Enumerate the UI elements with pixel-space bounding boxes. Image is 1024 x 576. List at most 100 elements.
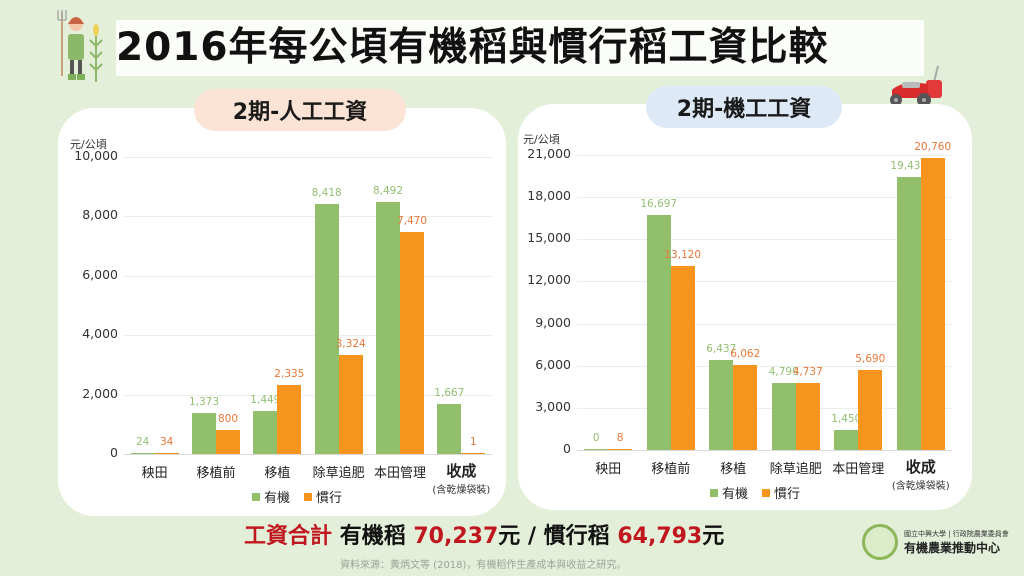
wage-total-summary: 工資合計 有機稻 70,237元 / 慣行稻 64,793元 (244, 518, 724, 550)
right-bar-organic (896, 177, 921, 450)
right-gridline (577, 407, 952, 409)
right-bar-conventional (795, 383, 820, 450)
left-y-tick: 0 (110, 445, 118, 460)
legend-swatch-conventional (304, 492, 313, 501)
left-value-label: 24 (135, 435, 150, 448)
right-value-label: 4,799 (768, 365, 799, 378)
right-gridline (577, 450, 952, 451)
right-value-label: 4,737 (792, 366, 823, 379)
right-y-tick: 0 (563, 441, 571, 456)
right-value-label: 13,120 (664, 248, 702, 261)
left-bar-organic (253, 410, 278, 454)
right-bar-organic (646, 215, 671, 450)
left-bar-organic (437, 404, 462, 454)
legend-label-conventional: 慣行 (316, 491, 343, 506)
right-gridline (577, 197, 952, 199)
left-category-label: 除草追肥 (312, 466, 365, 481)
title-highlight (116, 20, 924, 76)
total-separator: 元 / (498, 524, 544, 549)
organic-center-logo-icon (862, 524, 898, 560)
right-value-label: 1,450 (831, 412, 862, 425)
left-value-label: 1 (469, 435, 477, 448)
legend-swatch-conventional (762, 488, 771, 497)
right-gridline (577, 323, 952, 325)
right-bar-organic (709, 359, 734, 450)
left-y-unit: 元/公頃 (70, 138, 107, 151)
left-value-label: 1,449 (250, 393, 281, 406)
left-bar-conventional (277, 384, 302, 454)
right-chart-heading: 2期-機工工資 (646, 86, 842, 128)
right-value-label: 6,062 (730, 347, 761, 360)
right-category-label: 本田管理 (832, 462, 885, 477)
left-y-tick: 6,000 (82, 266, 118, 282)
right-bar-organic (834, 429, 859, 450)
left-gridline (124, 157, 492, 158)
right-value-label: 19,432 (890, 160, 928, 173)
left-category-label: 收成 (446, 462, 477, 480)
left-bar-organic (130, 452, 155, 454)
right-y-tick: 6,000 (535, 356, 571, 372)
right-y-tick: 15,000 (527, 230, 571, 246)
right-bar-conventional (920, 158, 945, 450)
right-category-label: 秧田 (595, 462, 622, 477)
left-gridline (124, 335, 492, 337)
left-y-tick: 4,000 (82, 326, 118, 342)
left-value-label: 3,324 (335, 338, 366, 351)
total-organic-label: 有機稻 (339, 524, 406, 549)
total-organic-value: 70,237 (413, 524, 499, 549)
right-y-unit: 元/公頃 (523, 133, 560, 146)
legend-label-conventional: 慣行 (774, 487, 801, 502)
left-legend: 有機 慣行 (252, 487, 342, 506)
left-chart-heading: 2期-人工工資 (194, 89, 406, 131)
legend-swatch-organic (252, 492, 260, 501)
right-gridline (577, 281, 952, 283)
left-gridline (124, 394, 492, 396)
right-bar-conventional (608, 448, 633, 450)
left-bar-conventional (400, 232, 424, 454)
right-value-label: 20,760 (914, 141, 952, 154)
left-value-label: 1,373 (188, 396, 220, 409)
left-bar-conventional (461, 452, 486, 454)
left-gridline (124, 275, 492, 277)
right-y-tick: 21,000 (527, 146, 571, 161)
total-unit: 元 (702, 524, 725, 549)
legend-swatch-organic (710, 488, 718, 497)
right-category-label: 移植 (720, 462, 747, 477)
right-y-tick: 12,000 (527, 272, 571, 288)
organic-center-logo: 國立中興大學 | 行政院農業委員會 有機農業推動中心 (862, 524, 1009, 560)
right-value-label: 5,690 (855, 353, 886, 366)
left-y-tick: 2,000 (82, 385, 118, 401)
right-gridline (577, 239, 952, 241)
left-value-label: 7,470 (396, 215, 428, 228)
right-value-label: 16,697 (640, 198, 678, 211)
left-category-note: (含乾燥袋裝) (432, 485, 491, 496)
right-bar-conventional (858, 370, 883, 450)
legend-label-organic: 有機 (264, 491, 291, 506)
right-value-label: 8 (616, 431, 624, 444)
left-bar-conventional (338, 355, 363, 454)
left-category-label: 移植前 (196, 466, 236, 481)
farmer-illustration-icon (57, 10, 103, 82)
left-gridline (124, 216, 492, 218)
left-bar-organic (376, 201, 400, 454)
left-y-tick: 8,000 (82, 207, 118, 223)
total-label: 工資合計 (244, 524, 333, 549)
left-value-label: 2,335 (274, 367, 305, 380)
total-conventional-label: 慣行稻 (543, 524, 610, 549)
right-bar-conventional (670, 265, 695, 450)
left-category-label: 秧田 (141, 466, 168, 481)
left-value-label: 8,492 (372, 184, 404, 197)
left-value-label: 8,418 (311, 186, 342, 199)
right-category-label: 除草追肥 (769, 462, 822, 477)
left-value-label: 34 (159, 435, 174, 448)
right-bar-conventional (733, 364, 758, 450)
page-title: 2016年每公頃有機稻與慣行稻工資比較 (116, 25, 829, 70)
lawn-mower-icon (886, 65, 948, 109)
left-y-tick: 10,000 (74, 148, 118, 163)
legend-label-organic: 有機 (722, 487, 749, 502)
right-value-label: 0 (592, 431, 600, 444)
left-bar-conventional (154, 452, 179, 454)
left-value-label: 1,667 (434, 387, 465, 400)
logo-line-2: 有機農業推動中心 (904, 540, 1001, 555)
right-category-note: (含乾燥袋裝) (891, 481, 950, 492)
